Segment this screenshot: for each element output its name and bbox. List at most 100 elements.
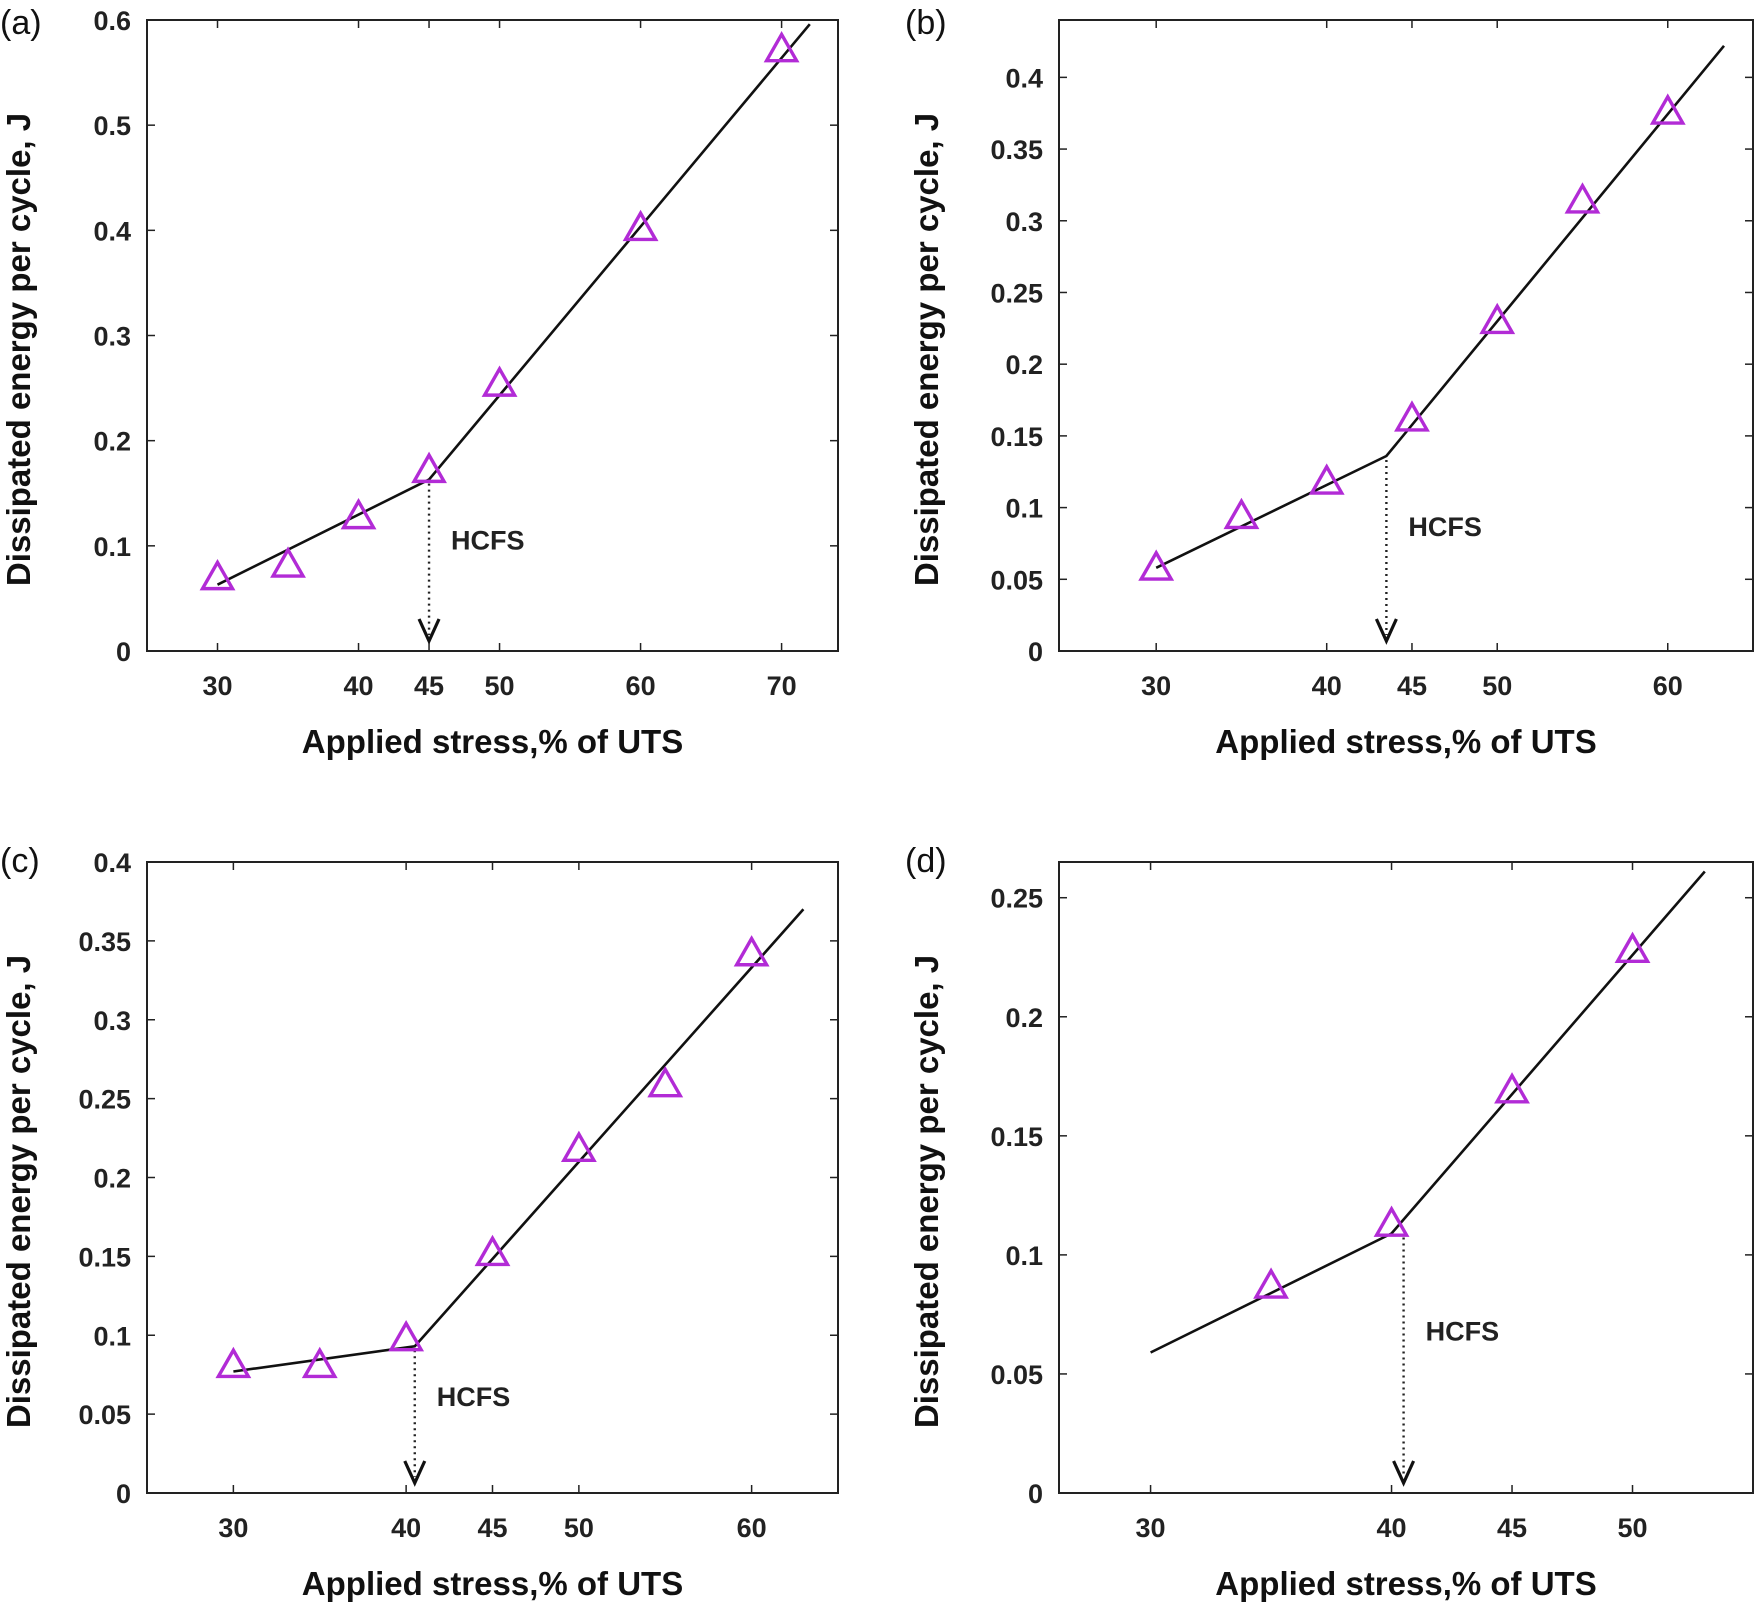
hcfs-arrow-head (1392, 1460, 1416, 1487)
x-tick-label: 50 (485, 671, 515, 701)
x-tick-label: 30 (1136, 1513, 1166, 1543)
y-tick-label: 0.05 (990, 565, 1043, 595)
y-tick-label: 0.05 (990, 1360, 1043, 1390)
data-point-triangle (763, 31, 800, 63)
data-point-triangle (388, 1319, 425, 1352)
y-tick-label: 0.1 (93, 532, 131, 562)
x-tick-label: 45 (1397, 671, 1427, 701)
panel-label: (b) (905, 4, 947, 42)
x-tick-label: 60 (737, 1513, 767, 1543)
data-point-triangle (270, 546, 306, 578)
y-tick-label: 0.4 (93, 216, 131, 246)
y-tick-label: 0.3 (93, 322, 131, 352)
data-point-triangle (1494, 1072, 1530, 1104)
data-point-triangle (301, 1346, 338, 1379)
y-tick-label: 0.2 (93, 427, 131, 457)
y-tick-label: 0.1 (1005, 1241, 1043, 1271)
x-tick-label: 45 (414, 671, 444, 701)
data-point-triangle (1479, 302, 1516, 335)
x-tick-label: 40 (391, 1513, 421, 1543)
y-tick-label: 0 (1028, 1479, 1043, 1509)
x-axis-title: Applied stress,% of UTS (1215, 723, 1596, 760)
data-point-triangle (215, 1346, 252, 1379)
data-point-triangle (560, 1130, 597, 1163)
data-point-triangle (1308, 463, 1345, 495)
data-point-triangle (199, 558, 236, 591)
x-tick-label: 30 (218, 1513, 248, 1543)
data-point-triangle (1138, 549, 1175, 581)
data-point-triangle (733, 935, 770, 967)
y-tick-label: 0.15 (990, 1122, 1043, 1152)
y-tick-label: 0.35 (990, 135, 1043, 165)
y-tick-label: 0.1 (93, 1321, 131, 1351)
chart-panel: (c) 0 0.05 0.1 0.15 0.2 0.25 0.3 0.35 0.4 30 40 45 50… (0, 842, 839, 1602)
y-tick-label: 0.35 (78, 927, 131, 957)
panel-label: (a) (0, 4, 42, 42)
y-tick-label: 0 (116, 1479, 131, 1509)
hcfs-label: HCFS (1426, 1317, 1500, 1347)
x-tick-label: 60 (1653, 671, 1683, 701)
x-axis-title: Applied stress,% of UTS (302, 723, 683, 760)
y-tick-label: 0.25 (78, 1085, 131, 1115)
hcfs-label: HCFS (451, 526, 524, 556)
y-tick-label: 0.6 (93, 6, 131, 36)
y-tick-label: 0 (116, 637, 131, 667)
x-axis-title: Applied stress,% of UTS (1215, 1565, 1596, 1602)
x-tick-label: 45 (1497, 1513, 1527, 1543)
chart-panel: (d) 0 0.05 0.1 0.15 0.2 0.25 30 40 45 50 Applied st… (905, 842, 1754, 1602)
y-tick-label: 0.25 (990, 278, 1043, 308)
data-point-triangle (481, 365, 518, 397)
hcfs-arrow-head (403, 1460, 427, 1487)
y-axis-title: Dissipated energy per cycle, J (0, 955, 37, 1428)
x-tick-label: 50 (1617, 1513, 1647, 1543)
data-point-triangle (1614, 931, 1651, 964)
data-point-triangle (1564, 182, 1601, 214)
hcfs-label: HCFS (437, 1382, 511, 1412)
data-point-triangle (1394, 400, 1430, 432)
y-tick-label: 0.3 (1005, 207, 1043, 237)
data-point-triangle (474, 1234, 511, 1267)
x-axis-title: Applied stress,% of UTS (302, 1565, 683, 1602)
data-point-triangle (1649, 93, 1686, 125)
y-tick-label: 0.15 (78, 1242, 131, 1272)
y-tick-label: 0.2 (1005, 350, 1043, 380)
y-tick-label: 0.15 (990, 422, 1043, 452)
fit-line (216, 23, 811, 586)
fit-line (233, 908, 805, 1373)
data-point-triangle (1373, 1205, 1410, 1237)
y-tick-label: 0.5 (93, 111, 131, 141)
y-axis-title: Dissipated energy per cycle, J (908, 113, 945, 586)
y-tick-label: 0.4 (93, 848, 131, 878)
plot-frame (1058, 19, 1754, 652)
x-tick-label: 40 (344, 671, 374, 701)
x-tick-label: 60 (626, 671, 656, 701)
y-tick-label: 0.25 (990, 884, 1043, 914)
panel-label: (d) (905, 842, 947, 880)
data-point-triangle (622, 209, 659, 242)
data-point-triangle (1223, 497, 1260, 530)
data-point-triangle (411, 451, 447, 484)
data-point-triangle (647, 1066, 684, 1098)
y-axis-title: Dissipated energy per cycle, J (908, 955, 945, 1428)
x-tick-label: 40 (1312, 671, 1342, 701)
fit-line (1150, 870, 1706, 1354)
x-tick-label: 45 (477, 1513, 507, 1543)
hcfs-arrow-head (417, 618, 441, 645)
x-tick-label: 70 (767, 671, 797, 701)
y-tick-label: 0.1 (1005, 494, 1043, 524)
x-tick-label: 50 (564, 1513, 594, 1543)
panel-label: (c) (0, 842, 40, 880)
y-tick-label: 0 (1028, 637, 1043, 667)
y-axis-title: Dissipated energy per cycle, J (0, 113, 37, 586)
hcfs-label: HCFS (1408, 512, 1482, 542)
y-tick-label: 0.2 (93, 1164, 131, 1194)
x-tick-label: 50 (1482, 671, 1512, 701)
fit-line (1155, 44, 1726, 569)
hcfs-arrow-head (1374, 618, 1398, 645)
y-tick-label: 0.2 (1005, 1003, 1043, 1033)
chart-panel: (a) 0 0.1 0.2 0.3 0.4 0.5 0.6 30 40 45 50 60 70 Applie… (0, 4, 839, 760)
y-tick-label: 0.3 (93, 1006, 131, 1036)
y-tick-label: 0.4 (1005, 63, 1043, 93)
x-tick-label: 40 (1377, 1513, 1407, 1543)
